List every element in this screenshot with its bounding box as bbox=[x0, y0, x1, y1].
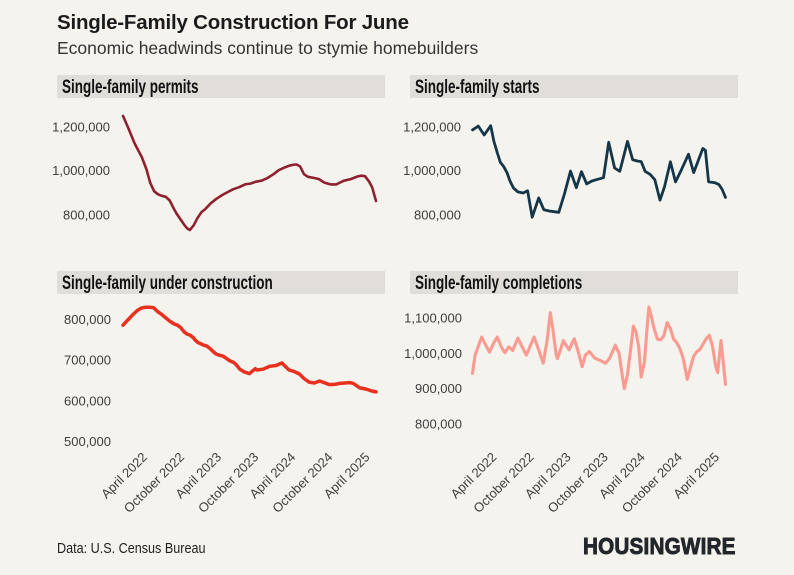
svg-text:700,000: 700,000 bbox=[64, 353, 111, 368]
svg-text:1,000,000: 1,000,000 bbox=[52, 163, 110, 178]
svg-text:800,000: 800,000 bbox=[64, 312, 111, 327]
svg-text:600,000: 600,000 bbox=[64, 393, 111, 408]
svg-text:1,000,000: 1,000,000 bbox=[403, 163, 461, 178]
svg-text:1,200,000: 1,200,000 bbox=[403, 120, 461, 135]
svg-text:1,000,000: 1,000,000 bbox=[404, 346, 462, 361]
svg-text:800,000: 800,000 bbox=[414, 208, 461, 223]
svg-text:1,200,000: 1,200,000 bbox=[52, 120, 110, 135]
svg-text:800,000: 800,000 bbox=[63, 208, 110, 223]
svg-text:1,100,000: 1,100,000 bbox=[404, 311, 462, 326]
svg-text:900,000: 900,000 bbox=[415, 381, 462, 396]
svg-text:800,000: 800,000 bbox=[415, 416, 462, 431]
svg-text:500,000: 500,000 bbox=[64, 434, 111, 449]
